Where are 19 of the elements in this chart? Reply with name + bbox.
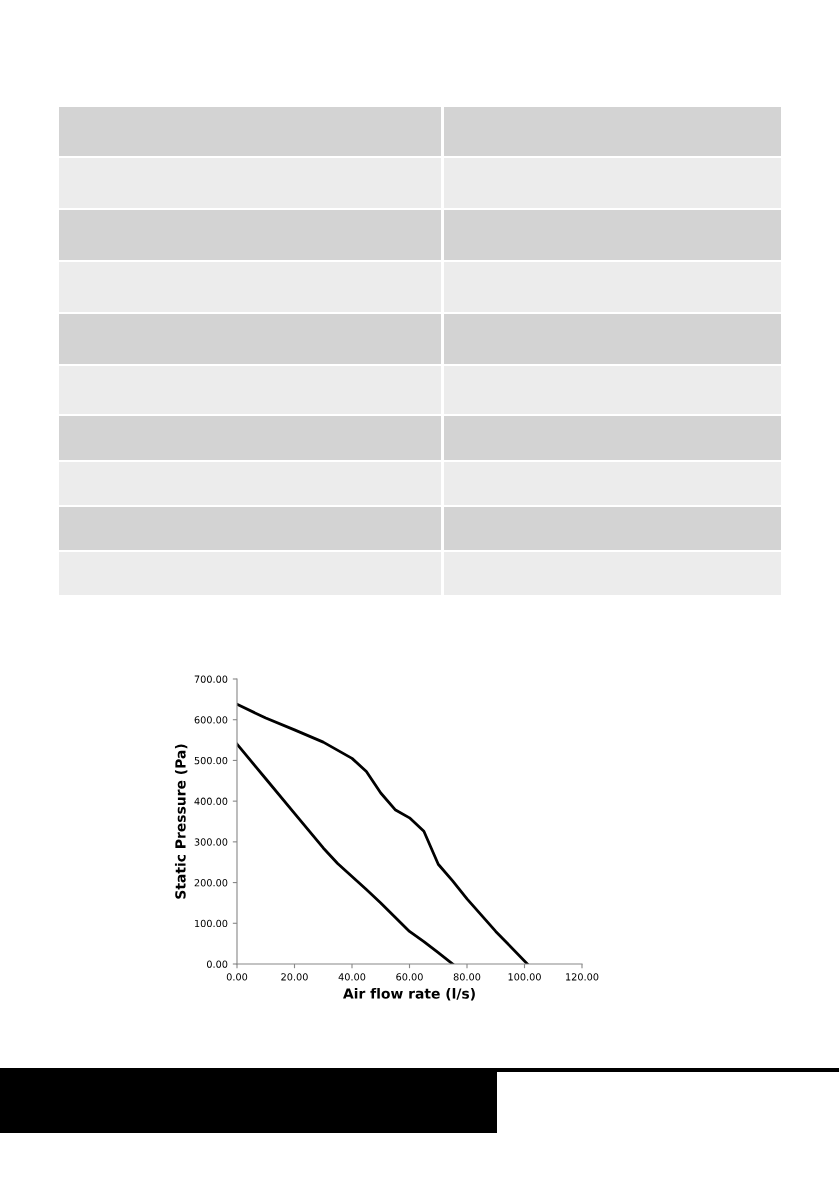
y-tick-label: 300.00 (194, 838, 228, 846)
y-tick-label: 600.00 (194, 716, 228, 724)
y-axis-title: Static Pressure (Pa) (174, 744, 188, 899)
x-tick-label: 100.00 (508, 973, 541, 981)
y-tick-label: 700.00 (194, 675, 228, 683)
line-series (237, 742, 455, 964)
x-tick-label: 0.00 (226, 973, 248, 981)
y-tick-label: 100.00 (195, 919, 228, 928)
y-tick-label: 500.00 (194, 756, 228, 765)
x-tick-label: 40.00 (338, 973, 366, 981)
y-tick-label: 0.00 (206, 960, 228, 968)
x-tick-label: 20.00 (281, 973, 308, 981)
y-tick-label: 200.00 (194, 879, 228, 887)
x-tick-label: 60.00 (396, 973, 423, 981)
x-tick-label: 120.00 (566, 973, 599, 981)
y-tick-label: 400.00 (194, 797, 228, 805)
x-axis-title: Air flow rate (l/s) (343, 987, 475, 1001)
x-tick-label: 80.00 (453, 973, 481, 981)
line-series (237, 702, 529, 964)
